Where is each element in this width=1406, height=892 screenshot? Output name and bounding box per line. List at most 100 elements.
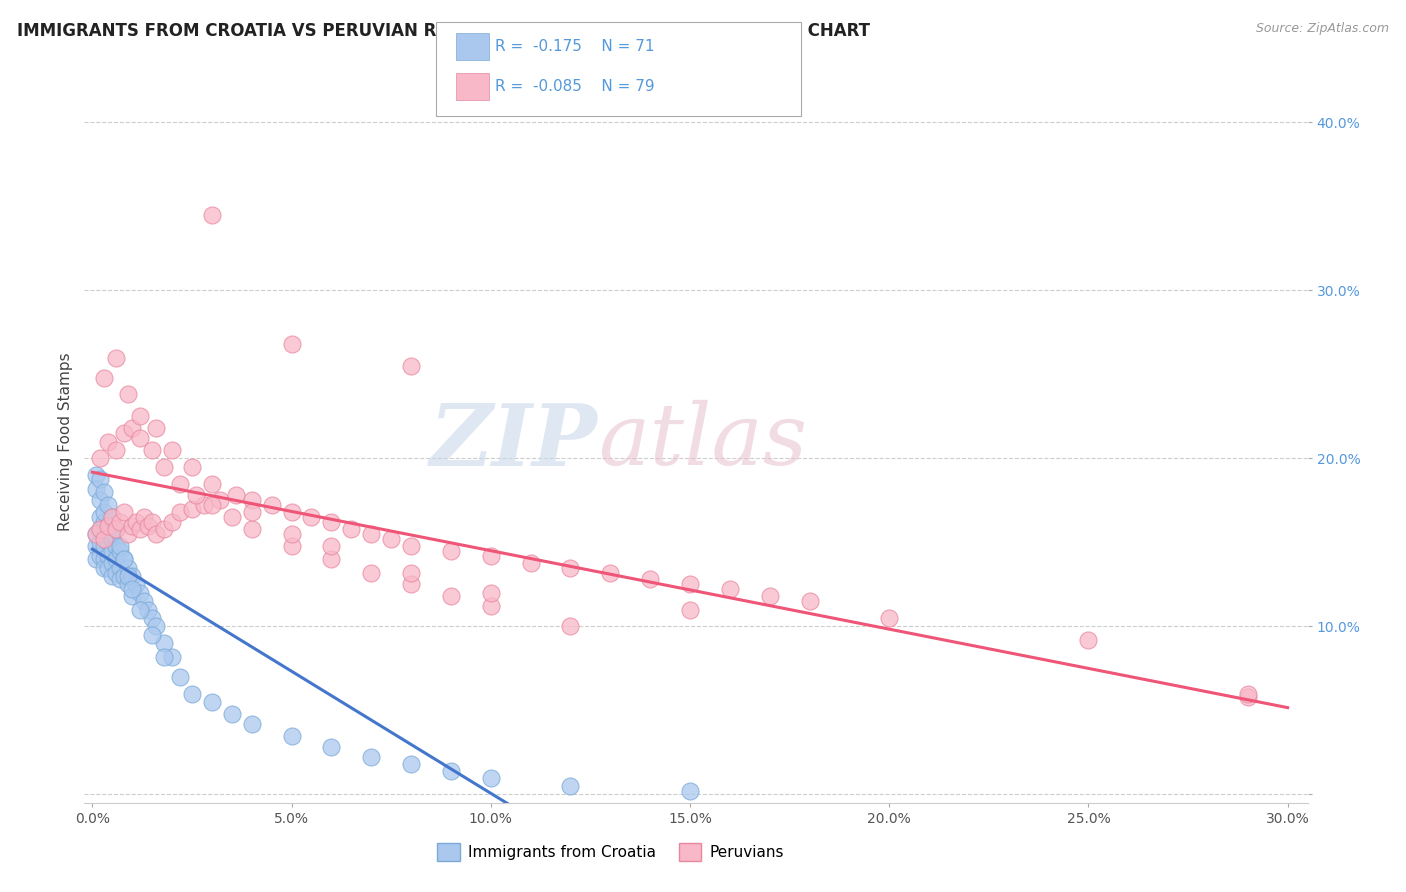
Point: [340, 522, 363, 536]
Point: [105, 522, 128, 536]
Point: [134, 510, 156, 524]
Point: [93, 485, 115, 500]
Point: [93, 527, 115, 541]
Point: [240, 505, 263, 519]
Point: [479, 771, 502, 785]
Point: [718, 582, 741, 597]
Point: [399, 539, 422, 553]
Point: [129, 522, 152, 536]
Point: [86, 482, 108, 496]
Point: [1236, 690, 1258, 704]
Point: [86, 468, 108, 483]
Point: [181, 501, 204, 516]
Point: [208, 493, 231, 508]
Point: [105, 566, 128, 580]
Point: [86, 539, 108, 553]
Point: [97, 434, 120, 449]
Point: [110, 539, 132, 553]
Point: [129, 586, 152, 600]
Point: [181, 459, 204, 474]
Text: R =  -0.085    N = 79: R = -0.085 N = 79: [495, 78, 655, 94]
Point: [86, 527, 108, 541]
Point: [1236, 687, 1258, 701]
Point: [280, 337, 302, 351]
Point: [321, 515, 343, 529]
Point: [129, 431, 152, 445]
Point: [160, 442, 183, 457]
Point: [260, 499, 283, 513]
Point: [153, 459, 176, 474]
Point: [758, 589, 780, 603]
Point: [201, 476, 224, 491]
Point: [121, 421, 143, 435]
Point: [360, 750, 382, 764]
Text: atlas: atlas: [598, 401, 807, 483]
Point: [105, 442, 128, 457]
Point: [145, 421, 167, 435]
Point: [301, 510, 323, 524]
Point: [153, 649, 176, 664]
Point: [117, 577, 139, 591]
Point: [105, 522, 128, 536]
Text: IMMIGRANTS FROM CROATIA VS PERUVIAN RECEIVING FOOD STAMPS CORRELATION CHART: IMMIGRANTS FROM CROATIA VS PERUVIAN RECE…: [17, 22, 870, 40]
Point: [93, 532, 115, 546]
Point: [280, 505, 302, 519]
Point: [110, 572, 132, 586]
Point: [280, 527, 302, 541]
Point: [97, 535, 120, 549]
Point: [280, 539, 302, 553]
Point: [160, 649, 183, 664]
Point: [121, 518, 143, 533]
Point: [221, 510, 243, 524]
Point: [110, 515, 132, 529]
Point: [89, 510, 111, 524]
Point: [141, 442, 163, 457]
Point: [89, 535, 111, 549]
Point: [201, 208, 224, 222]
Point: [280, 729, 302, 743]
Point: [145, 619, 167, 633]
Point: [145, 527, 167, 541]
Point: [93, 370, 115, 384]
Point: [117, 560, 139, 574]
Point: [89, 522, 111, 536]
Point: [93, 515, 115, 529]
Point: [153, 522, 176, 536]
Point: [141, 628, 163, 642]
Point: [479, 599, 502, 614]
Point: [160, 515, 183, 529]
Point: [181, 687, 204, 701]
Point: [93, 505, 115, 519]
Point: [101, 569, 124, 583]
Point: [125, 515, 148, 529]
Point: [679, 784, 702, 798]
Point: [89, 471, 111, 485]
Point: [121, 582, 143, 597]
Point: [679, 602, 702, 616]
Point: [125, 577, 148, 591]
Point: [97, 518, 120, 533]
Point: [440, 543, 463, 558]
Point: [101, 532, 124, 546]
Point: [89, 493, 111, 508]
Point: [201, 499, 224, 513]
Point: [440, 764, 463, 778]
Point: [399, 757, 422, 772]
Point: [129, 409, 152, 424]
Point: [112, 552, 135, 566]
Point: [101, 527, 124, 541]
Point: [93, 539, 115, 553]
Point: [86, 552, 108, 566]
Point: [560, 619, 582, 633]
Point: [519, 556, 541, 570]
Text: ZIP: ZIP: [430, 400, 598, 483]
Point: [121, 589, 143, 603]
Point: [110, 560, 132, 574]
Point: [136, 602, 159, 616]
Text: R =  -0.175    N = 71: R = -0.175 N = 71: [495, 39, 654, 54]
Point: [97, 560, 120, 574]
Point: [89, 522, 111, 536]
Point: [360, 566, 382, 580]
Point: [599, 566, 621, 580]
Point: [321, 740, 343, 755]
